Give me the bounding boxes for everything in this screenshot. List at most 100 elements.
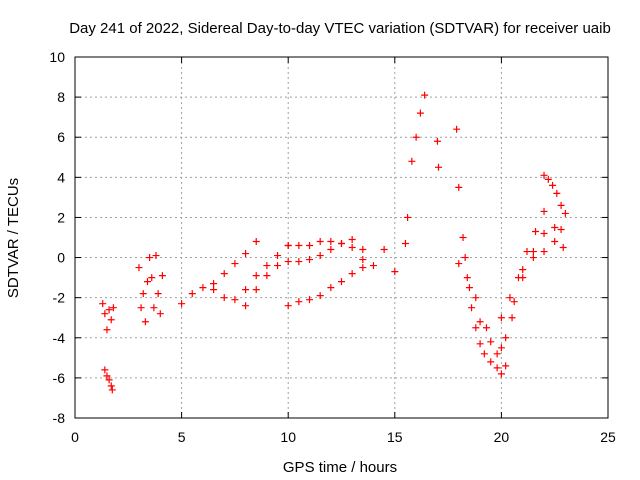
data-point xyxy=(433,137,441,145)
y-tick-label: 2 xyxy=(57,209,65,225)
data-point xyxy=(472,294,480,302)
x-tick-label: 20 xyxy=(494,429,510,445)
data-point xyxy=(210,280,218,288)
data-point xyxy=(306,256,314,264)
data-point xyxy=(551,223,559,231)
data-point xyxy=(263,262,271,270)
data-point xyxy=(476,340,484,348)
data-point xyxy=(105,376,113,384)
data-point xyxy=(465,284,473,292)
data-point xyxy=(359,264,367,272)
data-point xyxy=(480,350,488,358)
data-point xyxy=(156,310,164,318)
data-point xyxy=(557,225,565,233)
data-point xyxy=(105,306,113,314)
data-point xyxy=(139,290,147,298)
data-point xyxy=(158,272,166,280)
data-point xyxy=(519,266,527,274)
data-point xyxy=(455,183,463,191)
data-point xyxy=(101,366,109,374)
y-axis-label: SDTVAR / TECUs xyxy=(5,178,22,298)
data-point xyxy=(540,248,548,256)
x-tick-label: 0 xyxy=(71,429,79,445)
data-point xyxy=(359,246,367,254)
data-point xyxy=(557,201,565,209)
data-point xyxy=(529,254,537,262)
data-point xyxy=(199,284,207,292)
data-point xyxy=(549,181,557,189)
x-axis-label: GPS time / hours xyxy=(283,459,397,476)
data-point xyxy=(561,209,569,217)
series-s10 xyxy=(359,240,409,276)
data-point xyxy=(252,272,260,280)
y-axis: -8 -6 -4 -2 0 2 4 6 8 10 xyxy=(49,49,608,426)
data-point xyxy=(284,258,292,266)
data-point xyxy=(107,382,115,390)
data-point xyxy=(306,296,314,304)
series-s11 xyxy=(404,91,429,221)
grid-lines xyxy=(75,57,608,418)
data-point xyxy=(316,292,324,300)
series-s7 xyxy=(242,236,356,310)
data-point xyxy=(327,284,335,292)
y-tick-label: -2 xyxy=(53,290,66,306)
data-point xyxy=(274,262,282,270)
data-point xyxy=(327,246,335,254)
x-tick-label: 10 xyxy=(280,429,296,445)
data-point xyxy=(497,344,505,352)
data-point xyxy=(401,240,409,248)
data-point xyxy=(523,248,531,256)
series-s4 xyxy=(146,252,166,318)
data-point xyxy=(532,227,540,235)
data-point xyxy=(551,238,559,246)
data-point xyxy=(146,254,154,262)
data-point xyxy=(502,334,510,342)
data-point xyxy=(338,278,345,286)
series-s15 xyxy=(461,238,567,358)
plot-frame xyxy=(74,56,609,419)
data-point xyxy=(493,364,501,372)
data-point xyxy=(252,286,260,294)
data-point xyxy=(510,298,518,306)
data-point xyxy=(508,314,516,322)
data-point xyxy=(99,300,107,308)
data-point xyxy=(348,236,356,244)
y-tick-label: 0 xyxy=(57,250,65,266)
data-point xyxy=(242,286,250,294)
data-point xyxy=(137,304,145,312)
data-point xyxy=(242,302,250,310)
data-point xyxy=(553,189,561,197)
data-point xyxy=(231,296,239,304)
data-point xyxy=(178,300,186,308)
y-tick-label: 4 xyxy=(57,169,65,185)
data-point xyxy=(263,272,271,280)
chart-title: Day 241 of 2022, Sidereal Day-to-day VTE… xyxy=(69,20,611,37)
data-point xyxy=(487,338,495,346)
data-point xyxy=(497,370,505,378)
series-s8 xyxy=(284,238,367,254)
data-point xyxy=(103,372,111,380)
data-point xyxy=(380,246,388,254)
data-point xyxy=(540,171,548,179)
data-point xyxy=(348,244,356,252)
data-point xyxy=(295,298,303,306)
data-point xyxy=(544,175,552,183)
series-s12 xyxy=(433,137,443,171)
y-tick-label: 6 xyxy=(57,129,65,145)
data-point xyxy=(188,290,196,298)
data-point xyxy=(274,252,282,260)
data-point xyxy=(453,125,461,133)
data-point xyxy=(220,270,228,278)
data-point xyxy=(220,294,228,302)
data-point xyxy=(559,244,567,252)
data-point xyxy=(412,133,420,141)
data-point xyxy=(210,286,218,294)
data-point xyxy=(461,254,469,262)
data-point xyxy=(108,386,116,394)
data-point xyxy=(101,310,109,318)
x-tick-label: 5 xyxy=(178,429,186,445)
data-point xyxy=(148,274,156,282)
data-point xyxy=(369,262,377,270)
data-point xyxy=(506,294,514,302)
